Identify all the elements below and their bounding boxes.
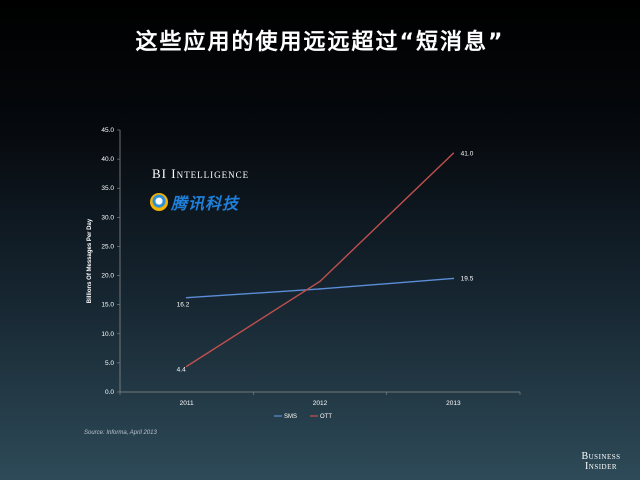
bi-intelligence-watermark: BI Intelligence [152,166,250,181]
y-tick-label: 20.0 [101,273,114,280]
chart-legend: SMS OTT [274,414,332,420]
x-tick-label: 2012 [313,400,328,407]
x-tick-label: 2013 [446,400,461,407]
y-tick-label: 40.0 [101,156,114,163]
chart-data-labels: 16.2 19.5 4.4 41.0 [177,150,474,373]
business-insider-line1: Business [581,451,621,462]
series-point-sms [319,288,321,290]
y-tick-label: 0.0 [105,389,114,396]
series-line-ott [186,152,454,367]
series-point-ott [452,152,455,155]
legend-label-ott: OTT [320,414,332,420]
slide-title: 这些应用的使用远远超过“短消息” [135,30,505,55]
y-tick-label: 15.0 [101,302,114,309]
x-tick-label: 2011 [180,400,194,407]
data-label: 4.4 [177,366,186,373]
series-point-ott [319,280,321,283]
y-tick-label: 35.0 [101,185,114,192]
series-point-sms [185,296,188,299]
tencent-watermark: 腾讯科技 [150,191,239,213]
chart-ticks: 0.0 5.0 10.0 15.0 20.0 25.0 30.0 35.0 40.0 45.0 20… [101,127,521,407]
y-tick-label: 10.0 [101,331,114,338]
source-note: Source: Informa, April 2013 [84,430,157,436]
y-tick-label: 25.0 [101,243,114,250]
y-tick-label: 5.0 [105,360,114,367]
series-point-sms [452,277,455,280]
chart-axes [119,130,520,393]
y-tick-label: 30.0 [101,214,114,221]
business-insider-logo: Business Insider [571,452,631,472]
legend-label-sms: SMS [284,414,297,420]
business-insider-line2: Insider [584,461,618,472]
tencent-text: 腾讯科技 [171,194,240,213]
data-label: 41.0 [461,150,474,157]
y-tick-label: 45.0 [101,127,114,134]
data-label: 16.2 [177,302,190,309]
tencent-logo-icon [150,193,168,211]
data-label: 19.5 [461,275,474,282]
series-point-ott [185,365,188,368]
y-axis-label: Billions Of Messages Per Day [87,218,93,303]
chart-series [185,152,455,368]
